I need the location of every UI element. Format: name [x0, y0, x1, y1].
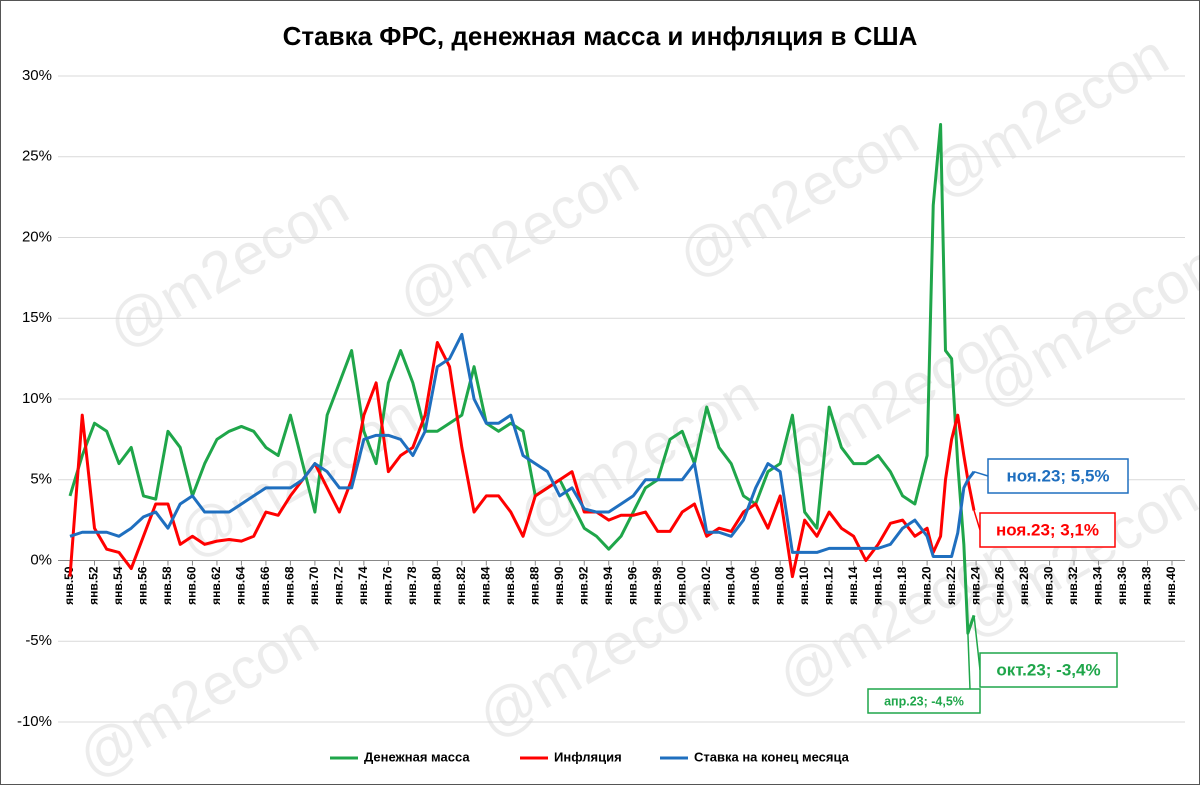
x-tick-label: янв.08 [772, 566, 786, 605]
annotation-label: ноя.23; 3,1% [996, 520, 1099, 539]
y-tick-label: 20% [22, 228, 52, 245]
x-tick-label: янв.20 [919, 566, 933, 605]
x-tick-label: янв.90 [552, 566, 566, 605]
x-tick-label: янв.64 [234, 566, 248, 605]
x-tick-label: янв.86 [503, 566, 517, 605]
x-tick-label: янв.10 [797, 566, 811, 605]
legend-label: Денежная масса [364, 749, 470, 764]
annotation-leader [967, 633, 971, 690]
annotation-leader [973, 510, 981, 531]
annotation-label: ноя.23; 5,5% [1006, 466, 1109, 485]
y-tick-label: 15% [22, 309, 52, 326]
x-tick-label: янв.74 [356, 566, 370, 605]
annotation-leader [973, 615, 981, 671]
x-tick-label: янв.66 [258, 566, 272, 605]
x-tick-label: янв.38 [1140, 566, 1154, 605]
annotation-box [979, 512, 1116, 548]
annotation-leader [973, 470, 989, 477]
y-tick-label: 0% [30, 551, 52, 568]
y-tick-label: -5% [25, 632, 52, 649]
x-tick-label: янв.30 [1042, 566, 1056, 605]
x-tick-label: янв.50 [62, 566, 76, 605]
x-tick-label: янв.24 [968, 566, 982, 605]
x-tick-label: янв.60 [185, 566, 199, 605]
annotation-box [987, 458, 1129, 494]
x-tick-label: янв.80 [430, 566, 444, 605]
x-tick-label: янв.16 [870, 566, 884, 605]
x-tick-label: янв.34 [1091, 566, 1105, 605]
x-tick-label: янв.94 [601, 566, 615, 605]
annotation-label: окт.23; -3,4% [996, 660, 1100, 679]
annotation-box [979, 652, 1118, 688]
x-tick-label: янв.28 [1017, 566, 1031, 605]
y-tick-label: -10% [17, 713, 52, 730]
x-tick-label: янв.02 [699, 566, 713, 605]
x-tick-label: янв.96 [625, 566, 639, 605]
y-tick-label: 25% [22, 148, 52, 165]
x-tick-label: янв.76 [381, 566, 395, 605]
y-tick-label: 5% [30, 471, 52, 488]
legend-label: Ставка на конец месяца [694, 749, 850, 764]
x-tick-label: янв.84 [478, 566, 492, 605]
x-tick-label: янв.04 [723, 566, 737, 605]
x-tick-label: янв.72 [332, 566, 346, 605]
x-tick-label: янв.22 [944, 566, 958, 605]
x-tick-label: янв.06 [748, 566, 762, 605]
x-tick-label: янв.40 [1164, 566, 1178, 605]
x-tick-label: янв.58 [160, 566, 174, 605]
legend-label: Инфляция [554, 749, 622, 764]
series-line [68, 340, 976, 579]
x-tick-label: янв.62 [209, 566, 223, 605]
chart-title: Ставка ФРС, денежная масса и инфляция в … [283, 21, 918, 51]
annotation-label: апр.23; -4,5% [884, 694, 964, 708]
x-tick-label: янв.56 [136, 566, 150, 605]
x-tick-label: янв.54 [111, 566, 125, 605]
x-tick-label: янв.68 [283, 566, 297, 605]
annotation-box [867, 688, 981, 714]
x-tick-label: янв.92 [576, 566, 590, 605]
x-tick-label: янв.18 [895, 566, 909, 605]
x-tick-label: янв.36 [1115, 566, 1129, 605]
x-tick-label: янв.78 [405, 566, 419, 605]
x-tick-label: янв.70 [307, 566, 321, 605]
x-tick-label: янв.26 [993, 566, 1007, 605]
x-tick-label: янв.82 [454, 566, 468, 605]
x-tick-label: янв.12 [821, 566, 835, 605]
x-tick-label: янв.14 [846, 566, 860, 605]
x-tick-label: янв.32 [1066, 566, 1080, 605]
x-tick-label: янв.52 [87, 566, 101, 605]
x-tick-label: янв.88 [527, 566, 541, 605]
x-tick-label: янв.00 [674, 566, 688, 605]
y-tick-label: 10% [22, 390, 52, 407]
y-tick-label: 30% [22, 67, 52, 84]
x-tick-label: янв.98 [650, 566, 664, 605]
series-line [69, 332, 976, 558]
